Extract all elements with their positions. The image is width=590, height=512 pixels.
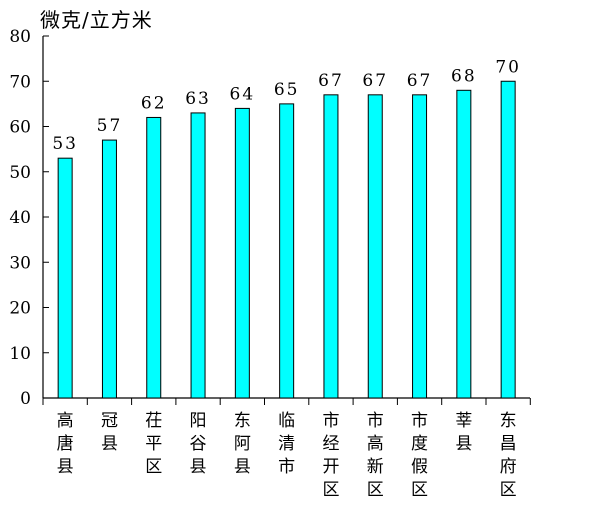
y-tick-label: 40: [9, 208, 31, 228]
y-axis-unit-label: 微克/立方米: [40, 8, 153, 32]
y-tick-label: 70: [9, 72, 31, 92]
bar: [146, 116, 162, 399]
x-category-label: 市度假区: [411, 411, 428, 500]
x-category-label: 莘县: [455, 411, 472, 454]
x-category-label: 东昌府区: [500, 411, 517, 500]
data-label: 65: [274, 80, 300, 100]
data-label: 63: [185, 89, 211, 109]
x-category-label: 市高新区: [367, 411, 384, 500]
data-label: 67: [407, 71, 433, 91]
data-label: 67: [318, 71, 344, 91]
bar: [279, 103, 295, 399]
y-tick-label: 20: [9, 299, 31, 319]
y-tick-label: 30: [9, 253, 31, 273]
y-tick-label: 60: [9, 118, 31, 138]
x-category-label: 高唐县: [57, 411, 74, 477]
y-tick-label: 50: [9, 163, 31, 183]
bar: [57, 157, 73, 399]
x-category-label: 市经开区: [322, 411, 339, 500]
y-tick-label: 10: [9, 344, 31, 364]
data-label: 62: [141, 93, 167, 113]
x-category-label: 阳谷县: [190, 411, 207, 477]
bar: [500, 80, 516, 399]
data-label: 68: [451, 66, 477, 86]
bar: [234, 107, 250, 399]
bar: [412, 94, 428, 399]
data-label: 53: [52, 134, 78, 154]
bar: [456, 89, 472, 399]
x-category-label: 东阿县: [234, 411, 251, 477]
x-category-label: 茌平区: [145, 411, 162, 477]
bar: [323, 94, 339, 399]
x-category-label: 冠县: [101, 411, 118, 454]
x-category-label: 临清市: [278, 411, 295, 477]
data-label: 70: [495, 57, 521, 77]
y-tick-label: 80: [9, 27, 31, 47]
bar: [101, 139, 117, 399]
y-tick-label: 0: [20, 389, 31, 409]
bar: [367, 94, 383, 399]
data-label: 64: [230, 84, 256, 104]
data-label: 67: [362, 71, 388, 91]
data-label: 57: [97, 116, 123, 136]
bar: [190, 112, 206, 399]
